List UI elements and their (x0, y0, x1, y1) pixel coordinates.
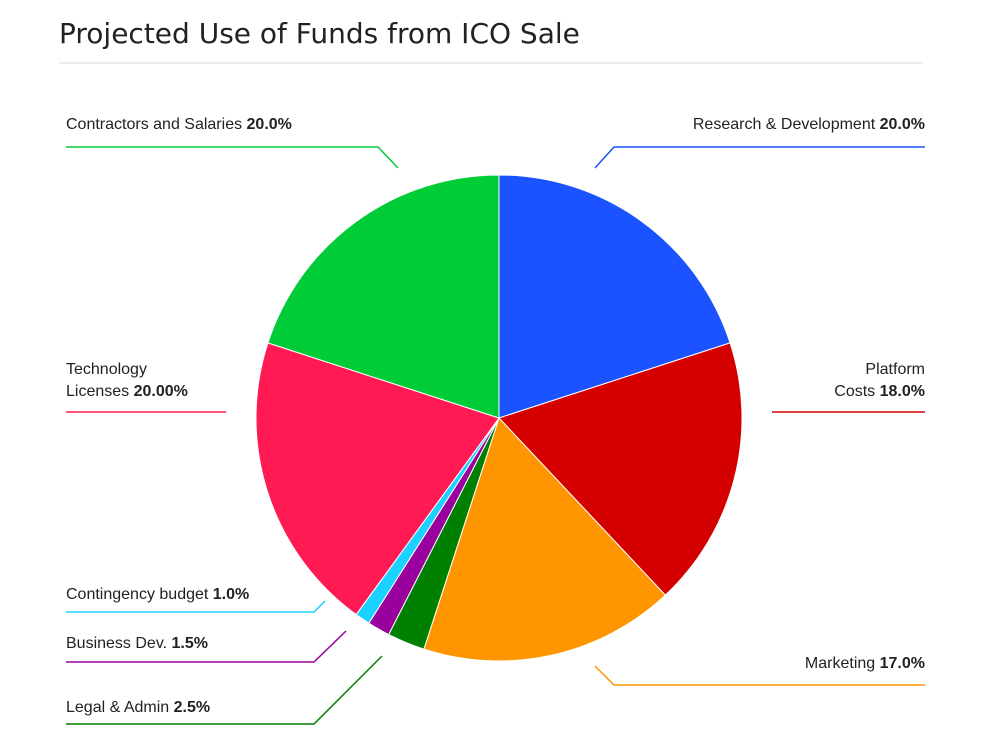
slice-labels: Research & Development 20.0% Platform Cost… (66, 116, 925, 716)
pie-slice-platform-costs[interactable] (498, 342, 743, 596)
leader-line-contractors-salaries (66, 146, 399, 169)
pie-slice-marketing[interactable] (423, 417, 667, 662)
slice-label-text: Research & Development (693, 116, 880, 133)
slice-percent: 20.0% (247, 116, 292, 133)
leader-line-contingency-budget (66, 600, 326, 613)
slice-label-text: Business Dev. (66, 635, 172, 652)
slice-percent: 1.5% (172, 635, 208, 652)
slice-percent: 1.0% (213, 586, 249, 603)
slice-label-text: Licenses (66, 383, 134, 400)
slice-percent: 17.0% (880, 655, 925, 672)
pie-slice-technology-licenses[interactable] (255, 342, 500, 616)
slice-label-text: Costs (834, 383, 879, 400)
slice-label-text: Technology (66, 361, 147, 378)
slice-label-contingency-budget: Contingency budget 1.0% (66, 586, 249, 603)
slice-percent: 20.0% (880, 116, 925, 133)
slice-label-text: Platform (865, 361, 925, 378)
leader-line-research-development (594, 146, 925, 169)
slice-label-text: Contingency budget (66, 586, 213, 603)
slice-label-research-development: Research & Development 20.0% (693, 116, 925, 133)
leader-lines (66, 146, 925, 725)
pie-slices (255, 174, 743, 662)
slice-percent: 18.0% (880, 383, 925, 400)
slice-label-contractors-salaries: Contractors and Salaries 20.0% (66, 116, 292, 133)
slice-label-text: Contractors and Salaries (66, 116, 247, 133)
slice-label-text: Legal & Admin (66, 699, 174, 716)
slice-percent: 20.00% (134, 383, 188, 400)
pie-slice-research-development[interactable] (498, 174, 731, 419)
leader-line-marketing (594, 665, 925, 686)
pie-slice-contractors-salaries[interactable] (267, 174, 500, 419)
slice-label-business-dev: Business Dev. 1.5% (66, 635, 208, 652)
slice-label-text: Marketing (805, 655, 880, 672)
slice-label-platform-costs: Platform Costs 18.0% (834, 361, 925, 400)
slice-label-legal-admin: Legal & Admin 2.5% (66, 699, 210, 716)
slice-label-technology-licenses: Technology Licenses 20.00% (66, 361, 188, 400)
slice-percent: 2.5% (174, 699, 210, 716)
slice-label-marketing: Marketing 17.0% (805, 655, 925, 672)
chart-title: Projected Use of Funds from ICO Sale (59, 17, 580, 50)
leader-line-business-dev (66, 630, 347, 663)
leader-line-legal-admin (66, 655, 383, 725)
